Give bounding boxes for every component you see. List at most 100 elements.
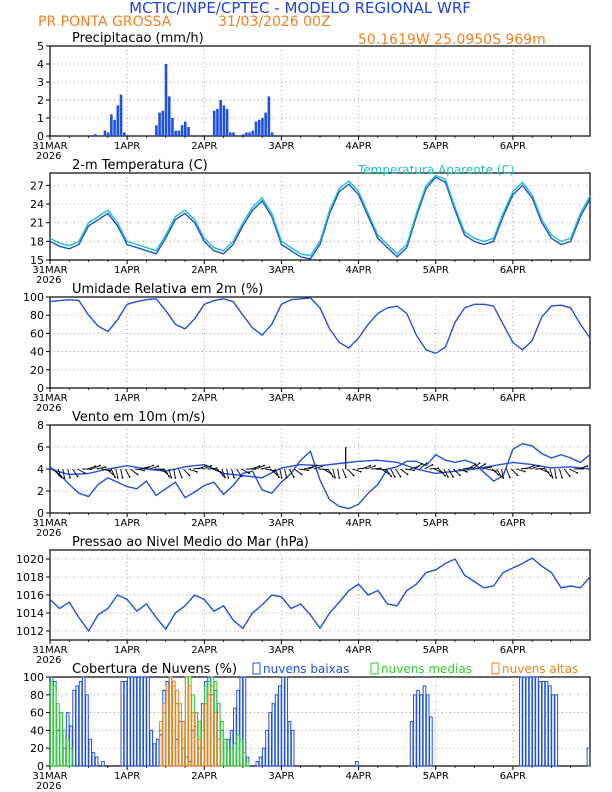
cloud-bar-nuvens-altas (194, 725, 199, 767)
x-tick-label: 6APR (500, 141, 526, 152)
legend-label: nuvens medias (381, 662, 472, 676)
y-tick-label: 3 (37, 76, 44, 89)
panel-title: Vento em 10m (m/s) (72, 410, 205, 425)
cloud-bar-nuvens-altas (159, 721, 163, 767)
wind-barb-head (76, 475, 79, 478)
wind-barb-head (215, 467, 218, 470)
precip-bar (167, 96, 171, 136)
wind-barb (337, 468, 340, 478)
panel-title: Precipitacao (mm/h) (72, 31, 204, 46)
panel-frame (49, 172, 591, 261)
cloud-bar-nuvens-baixas (554, 694, 559, 767)
precip-bar (241, 134, 245, 136)
y-tick-label: 15 (30, 254, 44, 267)
y-tick-label: 1020 (16, 553, 44, 566)
wind-barb-head (162, 468, 165, 471)
y-tick-label: 40 (30, 346, 44, 359)
wind-barb-head (321, 465, 324, 468)
wind-barb (289, 468, 295, 478)
wind-barb-head (157, 465, 160, 468)
y-tick-label: 0 (37, 760, 44, 773)
precip-bar (257, 119, 261, 136)
cloud-bar-nuvens-baixas (146, 676, 150, 767)
wind-barb-head (180, 476, 183, 479)
x-tick-label: 2APR (191, 265, 217, 276)
series-line-velocidade (49, 442, 591, 510)
wind-barb (303, 466, 313, 470)
precip-bar (119, 94, 123, 136)
wind-barb-head (452, 475, 454, 478)
wind-barb (231, 468, 235, 478)
precip-bar (261, 118, 264, 136)
wind-barb (115, 468, 119, 478)
x-tick-label: 3APR (268, 645, 294, 656)
wind-barb-head (240, 475, 243, 478)
wind-barb-head (500, 475, 503, 478)
cloud-bar-nuvens-baixas (139, 676, 144, 767)
wind-barb (159, 468, 168, 474)
wind-barb-head (465, 470, 468, 473)
wind-barb-head (352, 474, 355, 477)
cloud-bar-nuvens-medias (223, 738, 227, 767)
cloud-bar-nuvens-baixas (281, 676, 285, 767)
wind-barb-head (458, 474, 461, 477)
wind-barb-head (447, 476, 449, 478)
cloud-bar-nuvens-baixas (136, 676, 141, 767)
y-tick-label: 80 (30, 309, 44, 322)
wind-barb (216, 468, 224, 477)
wind-barb (120, 468, 124, 478)
wind-barb-head (543, 467, 546, 470)
wind-barb (361, 465, 371, 470)
wind-barb (530, 465, 540, 470)
x-tick-label: 1APR (114, 141, 140, 152)
cloud-bar-nuvens-baixas (422, 685, 427, 767)
wind-barb-head (549, 475, 552, 477)
x-tick-label: 3APR (268, 141, 294, 152)
x-tick-label: 5APR (423, 518, 449, 529)
wind-barb-head (431, 463, 434, 466)
wind-barb (390, 468, 396, 478)
wind-barb (110, 468, 116, 478)
wind-barb (515, 468, 525, 472)
wind-barb (260, 466, 270, 470)
wind-barb (563, 468, 571, 477)
wind-barb-head (69, 476, 71, 479)
wind-barb-head (551, 476, 554, 479)
wind-barb-head (277, 476, 280, 479)
run-label: 31/03/2026 00Z (218, 14, 331, 30)
cloud-bar-nuvens-medias (56, 703, 60, 767)
y-tick-label: 4 (37, 463, 44, 476)
wind-barb-head (170, 476, 173, 479)
wind-barb-head (136, 473, 139, 476)
cloud-bar-nuvens-altas (184, 676, 189, 767)
wind-barb-head (582, 467, 584, 470)
series-line-rajada (49, 459, 591, 479)
cloud-bar-nuvens-baixas (91, 752, 96, 767)
wind-barb-head (338, 476, 341, 479)
cloud-bar-nuvens-medias (245, 761, 250, 767)
series-line-temperatura-aparente (49, 174, 591, 257)
wind-barb (458, 468, 467, 473)
wind-barb-head (425, 462, 428, 465)
cloud-bar-nuvens-baixas (274, 694, 279, 767)
wind-barb-head (258, 465, 261, 468)
precip-bar (161, 110, 165, 136)
wind-barb-head (444, 474, 446, 477)
y-tick-label: 0 (37, 507, 44, 520)
precip-bar (113, 119, 116, 136)
cloud-bar-nuvens-altas (175, 689, 179, 767)
wind-barb-head (478, 462, 481, 465)
precip-bar (248, 132, 251, 136)
wind-barb-head (508, 476, 511, 479)
cloud-bar-nuvens-altas (210, 685, 215, 767)
wind-barb (525, 465, 535, 470)
y-tick-label: 40 (30, 724, 44, 737)
cloud-bar-nuvens-baixas (531, 676, 536, 767)
cloud-bar-nuvens-altas (204, 703, 208, 767)
precip-bar (225, 109, 229, 136)
y-tick-label: 6 (37, 441, 44, 454)
wind-barb-head (533, 464, 535, 467)
y-tick-label: 1 (37, 112, 44, 125)
precip-bar (216, 109, 219, 136)
wind-barb (77, 468, 86, 474)
